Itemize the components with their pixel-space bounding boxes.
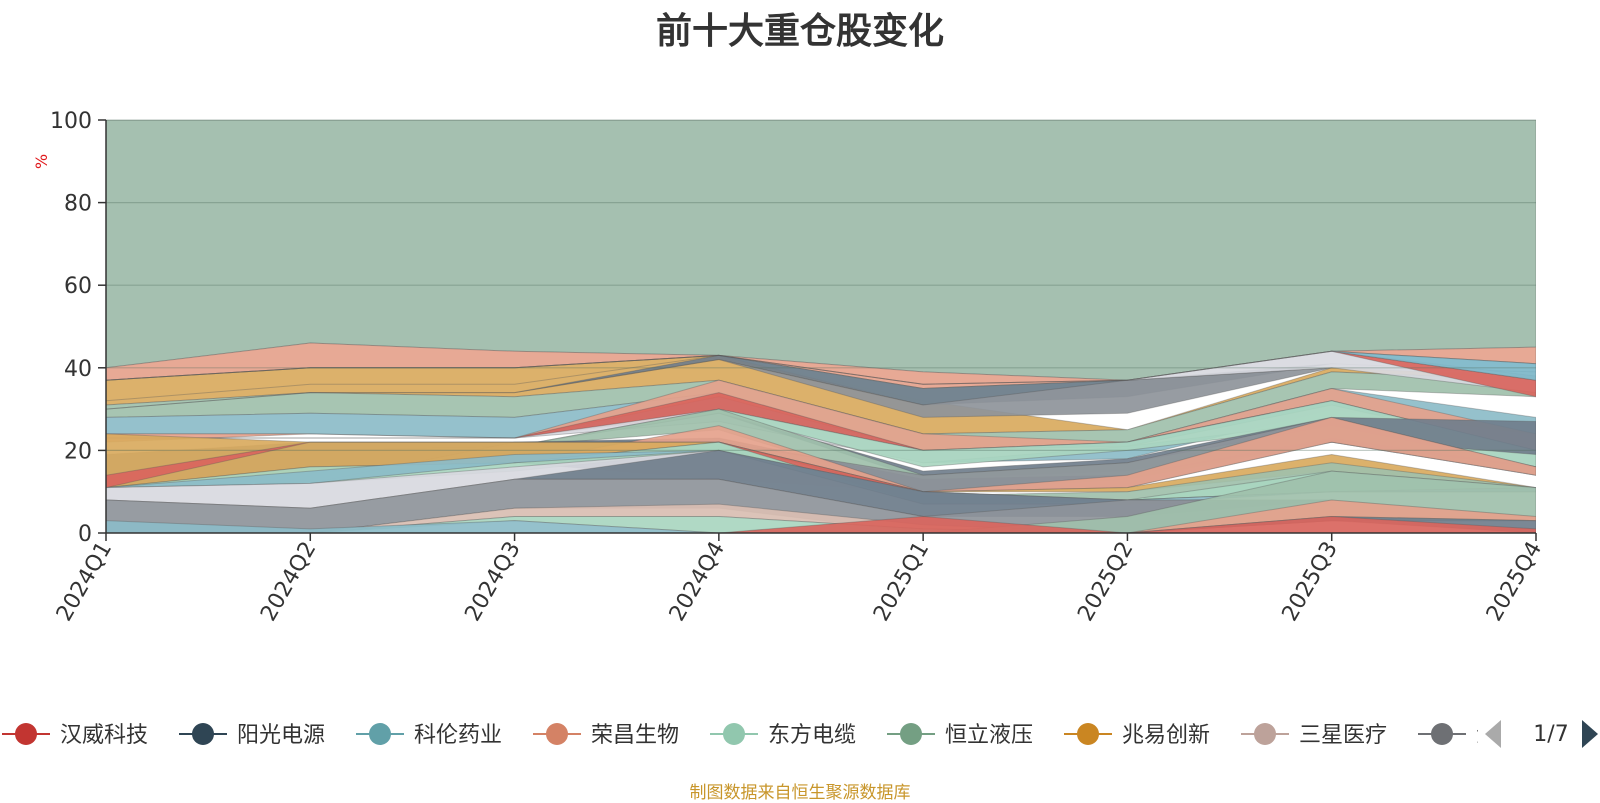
x-tick-label-2024Q1: 2024Q1 — [52, 538, 117, 626]
legend-page-indicator: 1/7 — [1533, 722, 1568, 747]
legend-marker — [546, 723, 568, 745]
data-source-note: 制图数据来自恒生聚源数据库 — [689, 783, 911, 803]
x-tick-label-2024Q3: 2024Q3 — [460, 538, 525, 626]
area-band-2 — [106, 354, 1536, 435]
y-tick-label-60: 60 — [64, 274, 92, 299]
y-tick-label-80: 80 — [64, 192, 92, 217]
legend-label: 东方电缆 — [768, 723, 856, 748]
area-band-7 — [106, 358, 1536, 418]
legend-prev-icon[interactable] — [1485, 720, 1501, 748]
legend-label: 汇 — [1476, 723, 1498, 748]
y-tick-label-20: 20 — [64, 439, 92, 464]
legend-marker — [15, 723, 37, 745]
legend-label: 荣昌生物 — [591, 723, 679, 748]
y-tick-label-40: 40 — [64, 357, 92, 382]
legend-item-7[interactable]: 兆易创新 — [1064, 723, 1210, 748]
area-band-31 — [106, 520, 1536, 533]
legend-item-8[interactable]: 三星医疗 — [1241, 723, 1387, 748]
area-band-32 — [106, 499, 1536, 533]
legend-label: 三星医疗 — [1299, 723, 1387, 748]
x-tick-label-2024Q2: 2024Q2 — [256, 538, 321, 626]
x-tick-label-2024Q4: 2024Q4 — [665, 538, 730, 626]
area-band-11 — [106, 379, 1536, 451]
legend-item-1[interactable]: 汉威科技 — [2, 723, 148, 748]
legend-marker — [900, 723, 922, 745]
x-tick-label-2025Q2: 2025Q2 — [1073, 538, 1138, 626]
legend-label: 汉威科技 — [60, 723, 148, 748]
legend-item-9[interactable]: 汇 — [1418, 723, 1498, 748]
legend-item-2[interactable]: 阳光电源 — [179, 723, 325, 748]
legend-marker — [1077, 723, 1099, 745]
legend-item-4[interactable]: 荣昌生物 — [533, 723, 679, 748]
area-band-10 — [106, 350, 1536, 385]
legend-marker — [369, 723, 391, 745]
chart-title: 前十大重仓股变化 — [655, 11, 944, 52]
legend-label: 阳光电源 — [237, 723, 325, 748]
legend-item-6[interactable]: 恒立液压 — [887, 723, 1033, 748]
x-tick-label-2025Q1: 2025Q1 — [869, 538, 934, 626]
x-tick-label-2025Q3: 2025Q3 — [1278, 538, 1343, 626]
y-tick-label-0: 0 — [78, 522, 92, 547]
legend-next-icon[interactable] — [1582, 720, 1598, 748]
x-tick-label-2025Q4: 2025Q4 — [1482, 538, 1547, 626]
area-band-0 — [106, 120, 1536, 381]
area-band-8 — [106, 350, 1536, 394]
area-band-30 — [106, 470, 1536, 533]
area-band-9 — [106, 350, 1536, 398]
legend-marker — [192, 723, 214, 745]
legend-item-5[interactable]: 东方电缆 — [710, 723, 856, 748]
area-band-34 — [106, 515, 1536, 533]
legend-marker — [723, 723, 745, 745]
legend-marker — [1431, 723, 1453, 745]
legend-label: 科伦药业 — [414, 723, 502, 748]
legend-label: 兆易创新 — [1122, 723, 1210, 748]
legend-marker — [1254, 723, 1276, 745]
legend-item-3[interactable]: 科伦药业 — [356, 723, 502, 748]
y-tick-label-100: 100 — [50, 109, 92, 134]
legend-label: 恒立液压 — [945, 723, 1033, 748]
